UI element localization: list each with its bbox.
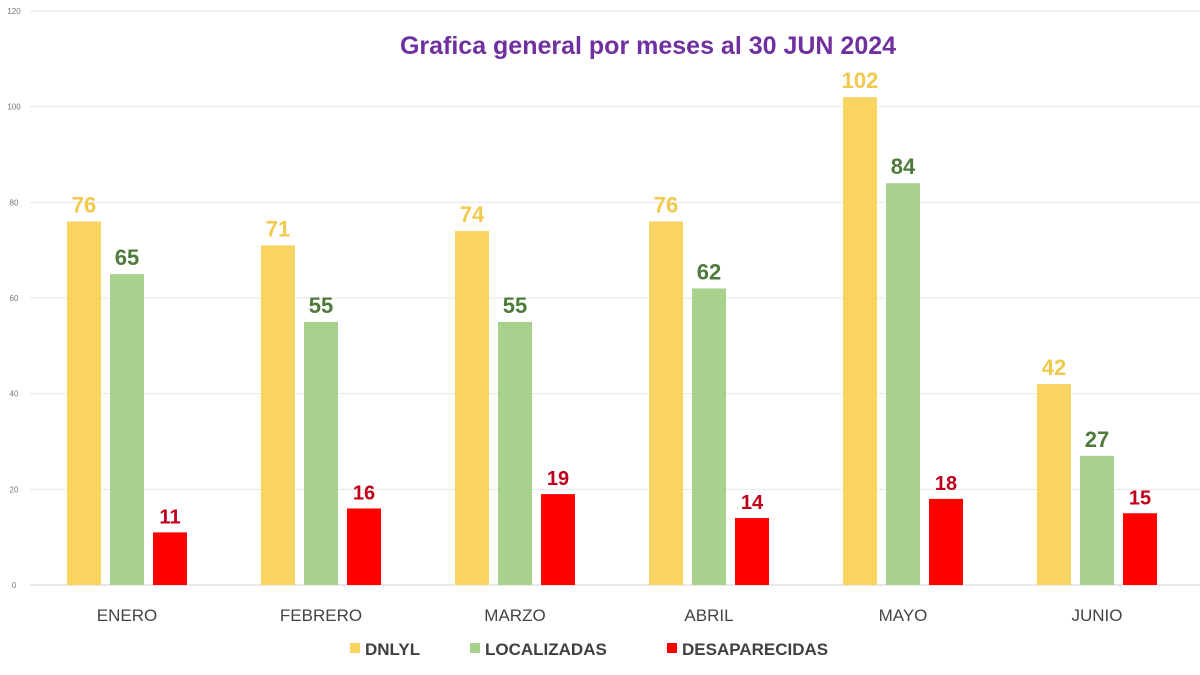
legend-swatch: [667, 643, 677, 653]
bar-desaparecidas: [735, 518, 769, 585]
data-label: 55: [503, 293, 527, 318]
bar-desaparecidas: [347, 508, 381, 585]
bar-localizadas: [110, 274, 144, 585]
bar-localizadas: [498, 321, 532, 585]
x-tick-label: ENERO: [97, 606, 157, 625]
bar-localizadas: [692, 288, 726, 585]
bar-localizadas: [1080, 455, 1114, 585]
legend-label: DESAPARECIDAS: [682, 640, 828, 659]
x-tick-label: ABRIL: [684, 606, 733, 625]
chart-title: Grafica general por meses al 30 JUN 2024: [400, 32, 896, 60]
legend-swatch: [470, 643, 480, 653]
y-tick-label: 100: [7, 103, 21, 112]
bar-dnlyl: [67, 221, 101, 585]
y-tick-label: 60: [10, 294, 19, 303]
y-tick-label: 40: [10, 390, 19, 399]
y-tick-label: 80: [10, 198, 19, 207]
y-tick-label: 20: [10, 485, 19, 494]
data-label: 15: [1129, 487, 1151, 509]
bar-localizadas: [886, 183, 920, 585]
x-tick-label: MAYO: [879, 606, 928, 625]
data-label: 42: [1042, 355, 1066, 380]
data-label: 74: [460, 202, 485, 227]
bar-dnlyl: [649, 221, 683, 585]
data-label: 19: [547, 468, 569, 490]
data-label: 76: [654, 192, 678, 217]
y-tick-label: 0: [12, 581, 17, 590]
bar-desaparecidas: [541, 494, 575, 585]
data-label: 55: [309, 293, 333, 318]
data-label: 76: [72, 192, 96, 217]
y-tick-label: 120: [7, 7, 21, 16]
data-label: 18: [935, 473, 957, 495]
data-label: 71: [266, 216, 290, 241]
x-tick-label: FEBRERO: [280, 606, 362, 625]
bar-dnlyl: [455, 231, 489, 586]
bar-dnlyl: [843, 97, 877, 585]
x-tick-label: MARZO: [484, 606, 545, 625]
data-label: 11: [159, 506, 180, 528]
bar-desaparecidas: [153, 532, 187, 585]
legend-label: DNLYL: [365, 640, 420, 659]
legend-label: LOCALIZADAS: [485, 640, 607, 659]
data-label: 62: [697, 259, 721, 284]
legend-swatch: [350, 643, 360, 653]
bar-dnlyl: [1037, 384, 1071, 585]
bar-desaparecidas: [1123, 513, 1157, 585]
data-label: 84: [891, 154, 916, 179]
bar-localizadas: [304, 321, 338, 585]
x-tick-label: JUNIO: [1072, 606, 1123, 625]
data-label: 102: [842, 68, 879, 93]
data-label: 27: [1085, 427, 1109, 452]
data-label: 65: [115, 245, 139, 270]
data-label: 14: [741, 492, 764, 514]
bar-desaparecidas: [929, 498, 963, 585]
bar-dnlyl: [261, 245, 295, 585]
data-label: 16: [353, 482, 375, 504]
